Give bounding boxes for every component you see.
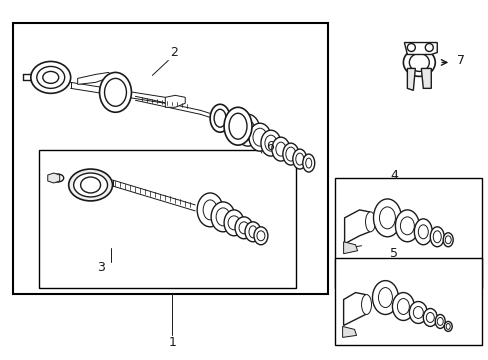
Ellipse shape	[397, 298, 408, 315]
Ellipse shape	[285, 147, 295, 161]
Bar	[334, 258, 481, 345]
Polygon shape	[343, 293, 365, 325]
Ellipse shape	[248, 123, 270, 151]
Ellipse shape	[443, 321, 451, 332]
Bar	[39, 150, 295, 288]
Ellipse shape	[264, 135, 276, 151]
Ellipse shape	[413, 219, 431, 245]
Ellipse shape	[81, 177, 101, 193]
Ellipse shape	[256, 231, 264, 241]
Ellipse shape	[379, 207, 395, 229]
Ellipse shape	[228, 113, 246, 139]
Ellipse shape	[305, 158, 311, 168]
Ellipse shape	[235, 217, 252, 239]
Polygon shape	[421, 68, 430, 88]
Polygon shape	[407, 68, 414, 90]
Polygon shape	[342, 327, 356, 337]
Ellipse shape	[292, 149, 306, 169]
Polygon shape	[78, 72, 112, 84]
Ellipse shape	[52, 174, 63, 182]
Ellipse shape	[400, 217, 413, 235]
Ellipse shape	[104, 78, 126, 106]
Ellipse shape	[432, 231, 440, 243]
Ellipse shape	[227, 216, 240, 230]
Ellipse shape	[434, 315, 444, 328]
Ellipse shape	[248, 226, 256, 238]
Ellipse shape	[253, 227, 267, 245]
Ellipse shape	[31, 62, 71, 93]
Ellipse shape	[365, 212, 375, 232]
Ellipse shape	[395, 210, 419, 242]
Ellipse shape	[302, 154, 314, 172]
Ellipse shape	[100, 72, 131, 112]
Ellipse shape	[214, 109, 225, 127]
Text: 2: 2	[170, 46, 178, 59]
Ellipse shape	[429, 227, 443, 247]
Ellipse shape	[239, 222, 248, 234]
Ellipse shape	[408, 302, 427, 323]
Ellipse shape	[236, 114, 260, 146]
Ellipse shape	[211, 202, 235, 232]
Ellipse shape	[426, 312, 433, 323]
Ellipse shape	[224, 107, 251, 145]
Ellipse shape	[392, 293, 413, 320]
Bar	[334, 178, 481, 288]
Ellipse shape	[408, 54, 428, 71]
Ellipse shape	[210, 104, 229, 132]
Ellipse shape	[295, 153, 303, 165]
Polygon shape	[165, 95, 185, 107]
Ellipse shape	[197, 193, 223, 227]
Polygon shape	[48, 173, 60, 183]
Circle shape	[407, 44, 414, 51]
Ellipse shape	[261, 130, 280, 156]
Ellipse shape	[446, 323, 449, 329]
Ellipse shape	[412, 306, 423, 319]
Polygon shape	[343, 242, 357, 254]
Bar	[13, 23, 327, 293]
Text: 1: 1	[168, 336, 176, 349]
Text: 6: 6	[265, 140, 273, 153]
Ellipse shape	[372, 280, 398, 315]
Ellipse shape	[252, 128, 266, 146]
Polygon shape	[344, 210, 369, 244]
Ellipse shape	[68, 169, 112, 201]
Ellipse shape	[436, 318, 442, 325]
Ellipse shape	[37, 67, 64, 88]
Ellipse shape	[203, 200, 217, 220]
Ellipse shape	[444, 236, 450, 244]
Ellipse shape	[403, 49, 434, 76]
Ellipse shape	[378, 288, 392, 307]
Ellipse shape	[241, 120, 254, 140]
Ellipse shape	[423, 309, 436, 327]
Ellipse shape	[417, 225, 427, 239]
Text: 4: 4	[390, 168, 398, 181]
Ellipse shape	[74, 173, 107, 197]
Ellipse shape	[373, 199, 401, 237]
Polygon shape	[404, 42, 436, 54]
Ellipse shape	[361, 294, 371, 315]
Ellipse shape	[42, 71, 59, 84]
Text: 5: 5	[389, 247, 398, 260]
Ellipse shape	[224, 210, 244, 236]
Ellipse shape	[282, 143, 298, 165]
Text: 3: 3	[97, 261, 104, 274]
Ellipse shape	[244, 222, 261, 242]
Text: 7: 7	[456, 54, 464, 67]
Ellipse shape	[275, 142, 285, 156]
Ellipse shape	[216, 208, 229, 226]
Circle shape	[425, 44, 432, 51]
Ellipse shape	[271, 137, 289, 161]
Ellipse shape	[442, 233, 452, 247]
